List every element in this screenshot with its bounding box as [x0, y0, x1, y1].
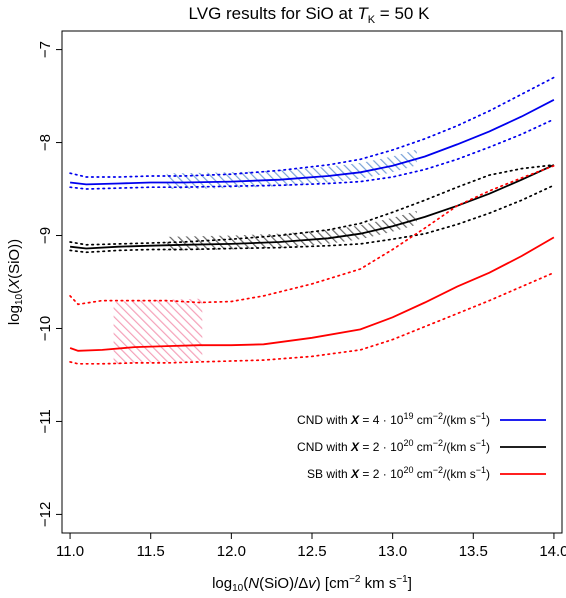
legend-label-1: CND with X = 4 · 1019 cm−2/(km s−1) [297, 411, 490, 427]
legend-label-2: CND with X = 2 · 1020 cm−2/(km s−1) [297, 438, 490, 454]
series-2-lower-bound [69, 184, 555, 254]
series-2-line [70, 164, 555, 250]
y-tick-label: −10 [37, 316, 54, 341]
series-lines [69, 76, 555, 365]
x-tick-label: 12.5 [297, 543, 326, 560]
series-3-line [69, 236, 555, 352]
x-tick-label: 11.0 [56, 543, 84, 560]
x-axis: 11.0 11.5 12.0 12.5 13.0 13.5 14.0 [56, 533, 566, 560]
series-2-upper-bound [69, 164, 555, 246]
series-3-shade [113, 298, 203, 365]
x-tick-label: 11.5 [137, 543, 165, 560]
series-1-shade [166, 149, 417, 189]
y-tick-label: −9 [37, 227, 54, 244]
series-2-shade [166, 210, 417, 251]
series-1-lower-bound [69, 118, 555, 190]
x-tick-label: 12.0 [217, 543, 246, 560]
x-tick-label: 13.5 [459, 543, 488, 560]
y-tick-label: −7 [37, 41, 54, 58]
uncertainty-shades [113, 149, 417, 365]
y-tick-label: −11 [37, 409, 54, 433]
x-tick-label: 14.0 [539, 543, 566, 560]
y-tick-label: −12 [37, 502, 54, 527]
y-axis: −7 −8 −9 −10 −11 −12 [37, 41, 62, 527]
plot-frame [61, 30, 563, 534]
y-axis-label: log10(X(SiO)) [6, 239, 25, 325]
series-1-upper-bound [69, 76, 555, 178]
series-3-lower-bound [69, 271, 555, 365]
chart-title: LVG results for SiO at TK = 50 K [189, 4, 431, 26]
y-tick-label: −8 [37, 134, 54, 151]
legend: CND with X = 4 · 1019 cm−2/(km s−1) CND w… [297, 411, 546, 481]
x-tick-label: 13.0 [378, 543, 407, 560]
legend-label-3: SB with X = 2 · 1020 cm−2/(km s−1) [307, 465, 490, 481]
x-axis-label: log10(N(SiO)/Δv) [cm−2 km s−1] [212, 574, 412, 594]
series-1-line [69, 99, 555, 186]
